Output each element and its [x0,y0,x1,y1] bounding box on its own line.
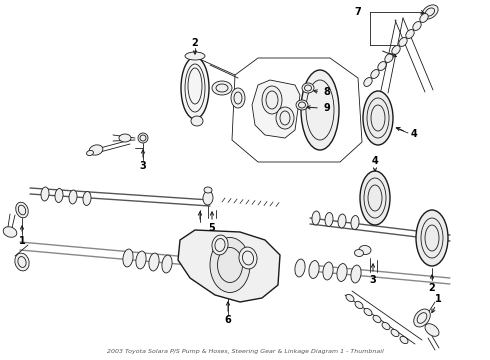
Ellipse shape [364,309,372,316]
Ellipse shape [119,134,131,142]
Ellipse shape [89,145,103,155]
Ellipse shape [392,46,400,54]
Ellipse shape [399,37,407,46]
Ellipse shape [212,235,228,255]
Ellipse shape [138,133,148,143]
Text: 2: 2 [429,283,436,293]
Ellipse shape [385,54,393,62]
Ellipse shape [204,187,212,193]
Ellipse shape [262,86,282,114]
Ellipse shape [420,14,428,22]
Ellipse shape [414,309,430,327]
Ellipse shape [191,116,203,126]
Ellipse shape [16,202,28,218]
Ellipse shape [364,77,372,86]
Ellipse shape [149,253,159,271]
Text: 1: 1 [19,236,25,246]
Text: 3: 3 [140,161,147,171]
Ellipse shape [296,100,308,110]
Ellipse shape [295,259,305,277]
Ellipse shape [3,227,17,237]
Ellipse shape [276,107,294,129]
Ellipse shape [378,62,386,71]
Text: 4: 4 [411,129,417,139]
Ellipse shape [203,191,213,205]
Ellipse shape [382,322,390,330]
Ellipse shape [346,294,354,302]
Ellipse shape [338,214,346,228]
Ellipse shape [41,187,49,201]
Ellipse shape [359,246,371,255]
Ellipse shape [185,52,205,60]
Ellipse shape [351,216,359,229]
Ellipse shape [312,211,320,225]
Ellipse shape [15,253,29,271]
Ellipse shape [363,91,393,145]
Text: 4: 4 [371,156,378,166]
Text: 9: 9 [323,103,330,113]
Ellipse shape [406,30,414,39]
Ellipse shape [212,81,232,95]
Ellipse shape [181,57,209,119]
Text: 7: 7 [355,7,362,17]
Ellipse shape [355,301,363,309]
Polygon shape [178,230,280,302]
Ellipse shape [239,247,257,269]
Ellipse shape [373,315,381,323]
Text: 8: 8 [323,87,330,97]
Ellipse shape [325,212,333,226]
Ellipse shape [425,324,439,336]
Ellipse shape [371,69,379,78]
Ellipse shape [416,210,448,266]
Ellipse shape [309,261,319,278]
Ellipse shape [55,189,63,202]
Ellipse shape [231,88,245,108]
Text: 5: 5 [209,223,216,233]
Ellipse shape [351,265,361,283]
Ellipse shape [302,83,314,93]
Ellipse shape [136,251,146,269]
Ellipse shape [360,171,390,225]
Ellipse shape [162,255,172,273]
Text: 2003 Toyota Solara P/S Pump & Hoses, Steering Gear & Linkage Diagram 1 - Thumbna: 2003 Toyota Solara P/S Pump & Hoses, Ste… [107,349,383,354]
Ellipse shape [323,262,333,280]
Ellipse shape [87,150,94,156]
Text: 6: 6 [224,315,231,325]
Ellipse shape [391,329,399,337]
Polygon shape [252,80,300,138]
Ellipse shape [413,22,421,31]
Text: 1: 1 [435,294,441,304]
Ellipse shape [210,238,250,292]
Ellipse shape [123,249,133,267]
Text: 3: 3 [369,275,376,285]
Ellipse shape [400,336,408,344]
Ellipse shape [301,70,339,150]
Ellipse shape [83,192,91,206]
Ellipse shape [354,249,364,257]
Ellipse shape [69,190,77,204]
Ellipse shape [337,264,347,282]
Ellipse shape [422,5,438,19]
Text: 2: 2 [192,38,198,48]
